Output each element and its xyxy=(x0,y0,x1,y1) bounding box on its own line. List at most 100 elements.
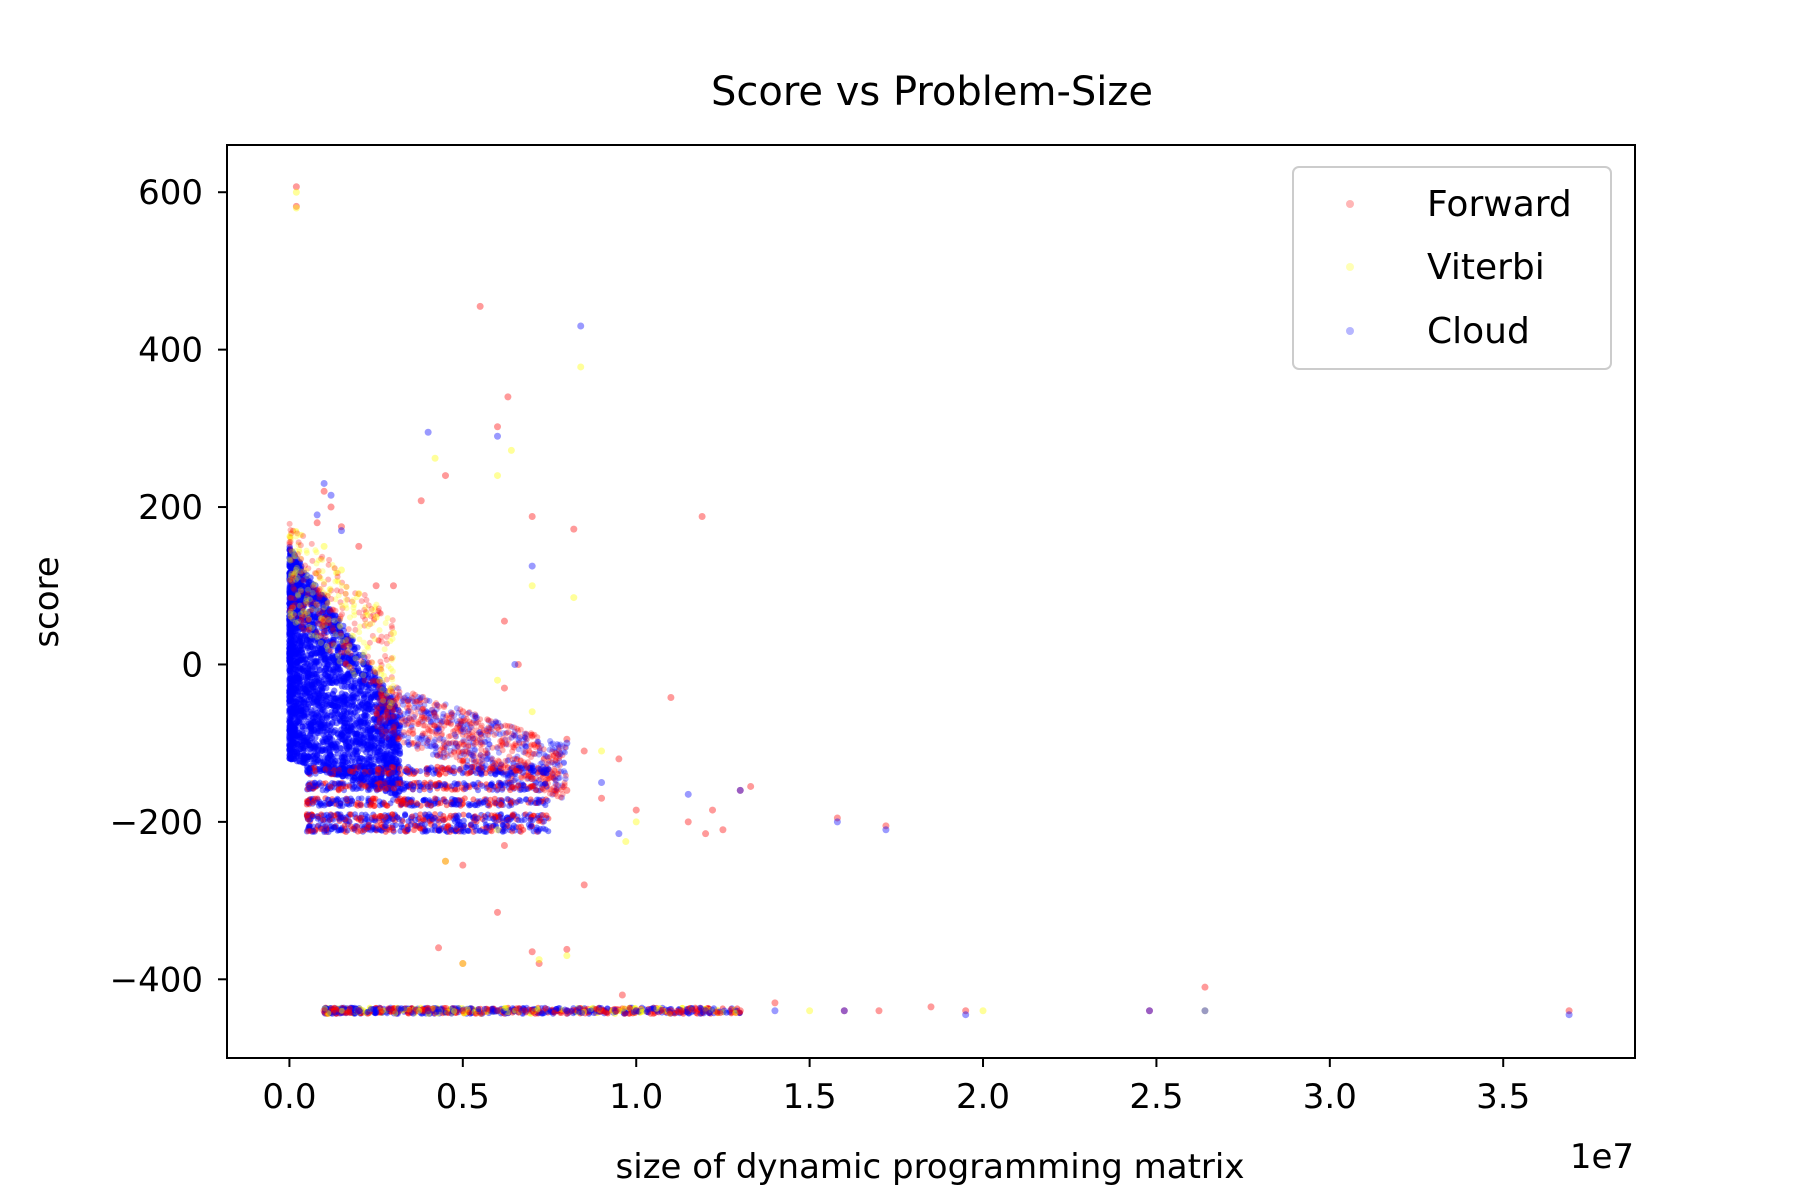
data-point xyxy=(422,811,429,818)
data-point xyxy=(389,769,396,776)
data-point xyxy=(336,717,344,724)
data-point xyxy=(303,660,310,667)
data-point xyxy=(437,769,444,776)
data-point xyxy=(371,803,378,810)
data-point xyxy=(328,720,336,727)
data-point xyxy=(286,520,293,527)
data-point xyxy=(308,707,315,714)
data-point xyxy=(487,770,494,777)
data-point xyxy=(371,813,378,820)
data-point xyxy=(371,783,378,790)
data-point xyxy=(431,723,438,730)
data-point xyxy=(420,715,427,722)
data-point xyxy=(382,814,389,821)
data-point xyxy=(338,814,345,821)
data-point xyxy=(394,701,401,708)
data-point xyxy=(508,734,515,741)
data-point xyxy=(557,741,564,748)
data-point xyxy=(427,813,434,820)
data-point xyxy=(515,817,522,824)
data-point xyxy=(499,815,506,822)
data-point xyxy=(517,757,524,764)
data-point xyxy=(324,691,332,699)
data-point xyxy=(286,750,294,757)
data-point xyxy=(409,813,416,820)
data-point xyxy=(362,712,370,719)
data-point xyxy=(502,780,509,787)
data-point xyxy=(433,701,440,708)
data-point xyxy=(394,797,401,804)
data-point xyxy=(286,667,293,675)
data-point xyxy=(291,625,299,633)
data-point xyxy=(330,824,337,831)
data-point xyxy=(304,798,311,805)
data-point xyxy=(465,812,472,819)
data-point xyxy=(344,699,351,706)
data-point xyxy=(402,811,409,818)
data-point xyxy=(376,747,383,754)
data-point xyxy=(428,706,435,713)
data-point xyxy=(441,780,448,787)
data-point xyxy=(314,815,321,822)
data-point xyxy=(379,718,386,725)
data-point xyxy=(490,815,497,822)
data-point xyxy=(338,695,346,702)
data-point xyxy=(466,802,473,809)
data-point xyxy=(471,747,478,754)
data-point xyxy=(309,745,317,752)
data-point xyxy=(321,655,329,663)
data-point xyxy=(562,775,569,782)
data-point xyxy=(318,724,325,732)
data-point xyxy=(475,800,482,807)
data-point xyxy=(509,811,516,818)
data-point xyxy=(295,664,302,672)
data-point xyxy=(360,771,367,778)
data-point xyxy=(312,657,320,664)
data-point xyxy=(420,705,427,712)
data-point xyxy=(395,816,402,823)
data-point xyxy=(403,767,410,774)
data-point xyxy=(352,679,359,687)
data-point xyxy=(341,683,348,690)
data-point xyxy=(363,698,371,705)
data-point xyxy=(515,737,522,744)
data-point xyxy=(382,652,389,659)
data-point xyxy=(453,705,460,712)
data-point xyxy=(511,785,518,792)
data-point xyxy=(389,824,396,831)
data-point xyxy=(356,764,363,771)
data-point xyxy=(358,755,365,762)
data-point xyxy=(355,704,363,711)
data-point xyxy=(319,714,326,721)
data-point xyxy=(396,688,403,695)
data-point xyxy=(432,736,439,743)
data-point xyxy=(504,795,511,802)
data-point xyxy=(289,662,297,669)
data-point xyxy=(389,617,396,624)
data-point xyxy=(309,799,316,806)
data-point xyxy=(316,667,323,674)
data-point xyxy=(550,790,557,797)
data-point xyxy=(420,730,427,737)
data-point xyxy=(335,796,342,803)
data-point xyxy=(432,782,439,789)
data-point xyxy=(368,769,375,776)
data-point xyxy=(423,828,430,835)
data-point xyxy=(348,800,355,807)
data-point xyxy=(455,812,462,819)
data-point xyxy=(341,751,348,759)
data-point xyxy=(417,825,424,832)
data-point xyxy=(464,827,471,834)
data-point xyxy=(478,734,485,741)
data-point xyxy=(335,666,343,673)
data-point xyxy=(435,827,442,834)
data-point xyxy=(441,702,448,709)
data-point xyxy=(326,748,333,756)
data-point xyxy=(376,627,383,634)
data-point xyxy=(460,726,467,733)
data-point xyxy=(425,727,432,734)
data-point xyxy=(363,755,370,762)
data-point xyxy=(561,768,568,775)
data-point xyxy=(443,798,450,805)
data-point xyxy=(382,785,389,792)
